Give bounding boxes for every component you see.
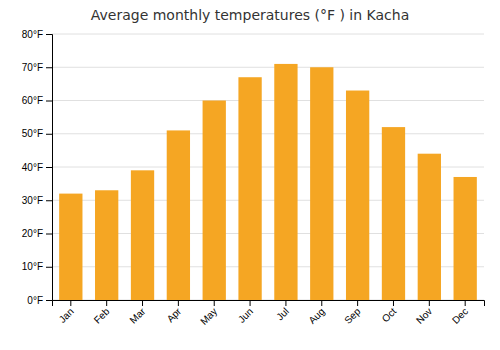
x-tick: Apr [165,300,184,324]
x-tick-label: Mar [128,305,148,325]
bar [382,127,405,300]
x-tick-label: Oct [380,306,399,325]
x-axis-line [53,301,485,307]
bar [274,64,297,300]
x-tick-mark [429,300,430,306]
y-tick: 50°F [22,128,52,139]
y-tick-mark [46,101,52,102]
x-tick-mark [214,300,215,306]
grid-line [52,133,484,134]
x-tick-mark [321,300,322,306]
grid-line [52,67,484,68]
x-tick: Sep [342,300,363,326]
y-axis-line [46,35,53,301]
grid-line [52,34,484,35]
chart-container: 0°F 10°F 20°F 30°F 40°F 50°F 60°F 70°F 80°F Jan Fe… [0,0,500,350]
y-tick-label: 70°F [22,62,43,73]
x-tick-label: Jun [236,306,255,325]
y-tick-label: 50°F [22,128,43,139]
y-tick-label: 60°F [22,95,43,106]
bar [95,190,118,300]
x-tick-label: Apr [165,305,184,324]
x-tick-label: Jul [274,306,291,323]
y-tick: 20°F [22,228,52,239]
x-tick-mark [357,300,358,306]
y-tick: 40°F [22,162,52,173]
x-tick-mark [70,300,71,306]
bar [59,194,82,300]
x-tick-label: Feb [92,305,112,325]
plot-area: 0°F 10°F 20°F 30°F 40°F 50°F 60°F 70°F 80°F Jan Fe… [22,29,485,327]
x-tick: Mar [128,300,148,326]
y-tick-mark [46,200,52,201]
bar [131,170,154,300]
grid-line [52,100,484,101]
x-axis: Jan Feb Mar Apr May Jun Jul Aug Sep Oct Nov Dec [53,300,485,327]
bar [310,67,333,300]
x-tick: Dec [450,300,470,326]
x-tick-mark [106,300,107,306]
y-tick: 70°F [22,62,52,73]
chart-svg: 0°F 10°F 20°F 30°F 40°F 50°F 60°F 70°F 80°F Jan Fe… [0,0,500,350]
x-tick-label: Aug [306,306,326,326]
x-tick-mark [178,300,179,306]
y-tick: 0°F [27,295,52,306]
bar [167,130,190,300]
x-tick-label: Jan [57,306,76,325]
x-tick: Jun [236,300,255,325]
y-tick-mark [46,267,52,268]
title: Average monthly temperatures (°F ) in Ka… [91,7,410,23]
y-tick: 60°F [22,95,52,106]
x-tick: May [198,300,219,327]
y-tick-label: 10°F [22,261,43,272]
x-tick: Aug [306,300,326,326]
x-tick-label: Nov [414,306,434,326]
x-tick-mark [250,300,251,306]
y-tick-label: 0°F [27,295,43,306]
y-tick-mark [46,34,52,35]
x-tick-mark [285,300,286,306]
x-tick: Jul [274,300,291,322]
bar [238,77,261,300]
x-tick-label: Sep [342,305,363,326]
x-tick-mark [142,300,143,306]
y-tick-mark [46,167,52,168]
y-tick-label: 80°F [22,29,43,40]
y-axis: 0°F 10°F 20°F 30°F 40°F 50°F 60°F 70°F 80°F [22,29,53,306]
x-tick-mark [393,300,394,306]
y-tick-label: 40°F [22,162,43,173]
bars [59,64,477,300]
bar [203,101,226,301]
x-tick-label: May [198,306,219,327]
y-tick: 10°F [22,261,52,272]
y-tick-label: 20°F [22,228,43,239]
x-tick: Nov [414,300,434,326]
x-tick-mark [465,300,466,306]
bar [346,91,369,300]
x-tick: Feb [92,300,112,326]
x-tick: Jan [57,300,76,325]
grid [52,34,484,300]
y-tick-mark [46,67,52,68]
y-tick-mark [46,134,52,135]
y-tick: 30°F [22,195,52,206]
y-tick-label: 30°F [22,195,43,206]
y-tick: 80°F [22,29,52,40]
bar [454,177,477,300]
x-tick-label: Dec [450,306,470,326]
y-tick-mark [46,234,52,235]
y-tick-mark [46,300,52,301]
bar [418,154,441,300]
x-tick: Oct [380,300,399,324]
